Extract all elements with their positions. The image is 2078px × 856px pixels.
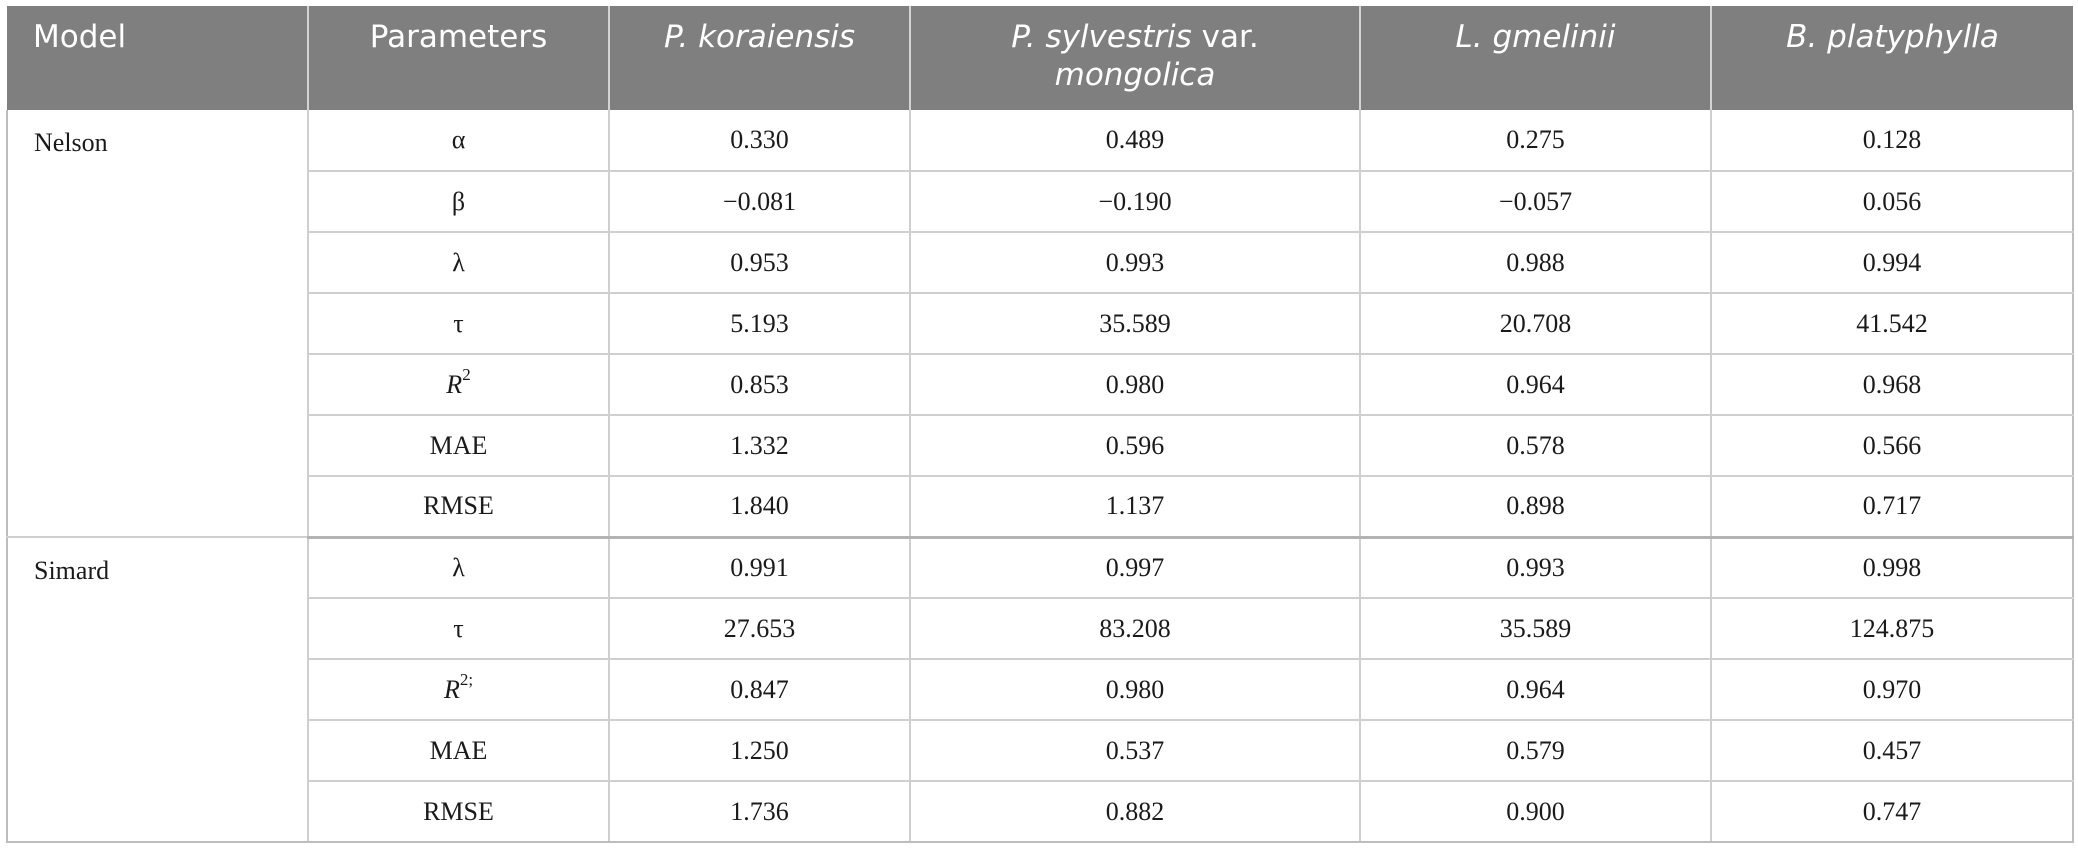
table-row: R2 0.853 0.980 0.964 0.968 — [7, 354, 2074, 416]
value-cell: 1.250 — [608, 720, 910, 782]
value-cell: 0.717 — [1710, 476, 2074, 539]
header-p-koraiensis: P. koraiensis — [608, 6, 910, 110]
param-r-sup: 2 — [462, 364, 471, 384]
table-row: Nelson α 0.330 0.489 0.275 0.128 — [6, 110, 2074, 538]
value-cell: 1.137 — [909, 476, 1360, 539]
header-p-sylvestris: P. sylvestris var. mongolica — [909, 6, 1360, 110]
table-row: MAE 1.332 0.596 0.578 0.566 — [7, 415, 2074, 477]
param-cell: MAE — [307, 415, 609, 477]
value-cell: 27.653 — [608, 598, 910, 660]
value-cell: 0.747 — [1710, 781, 2074, 843]
header-l-gmelinii: L. gmelinii — [1359, 6, 1711, 110]
value-cell: 0.980 — [909, 659, 1360, 721]
param-r-sup: 2; — [459, 669, 474, 689]
value-cell: 0.953 — [608, 232, 910, 294]
param-cell: R2; — [307, 659, 609, 721]
value-cell: 0.578 — [1359, 415, 1711, 477]
param-cell: τ — [307, 598, 609, 660]
value-cell: 0.991 — [608, 537, 910, 599]
value-cell: 0.900 — [1359, 781, 1711, 843]
value-cell: 0.898 — [1359, 476, 1711, 539]
header-sylvestris-mongolica: mongolica — [1054, 57, 1216, 93]
value-cell: 124.875 — [1710, 598, 2074, 660]
value-cell: 41.542 — [1710, 293, 2074, 355]
value-cell: 5.193 — [608, 293, 910, 355]
param-cell: λ — [307, 232, 609, 294]
table-row: RMSE 1.736 0.882 0.900 0.747 — [7, 781, 2074, 843]
value-cell: 0.998 — [1710, 537, 2074, 599]
value-cell: 0.579 — [1359, 720, 1711, 782]
model-simard: Simard — [6, 537, 308, 843]
value-cell: −0.081 — [608, 171, 910, 233]
value-cell: 0.056 — [1710, 171, 2074, 233]
value-cell: 0.980 — [909, 354, 1360, 416]
header-sylvestris-var: var. — [1191, 19, 1259, 55]
value-cell: 0.882 — [909, 781, 1360, 843]
header-parameters: Parameters — [307, 6, 609, 110]
value-cell: 0.968 — [1710, 354, 2074, 416]
table-row: MAE 1.250 0.537 0.579 0.457 — [7, 720, 2074, 782]
value-cell: 0.275 — [1359, 110, 1711, 172]
param-cell: α — [307, 110, 609, 172]
value-cell: 0.566 — [1710, 415, 2074, 477]
value-cell: 0.994 — [1710, 232, 2074, 294]
header-row: Model Parameters P. koraiensis P. sylves… — [7, 6, 2073, 110]
value-cell: 0.997 — [909, 537, 1360, 599]
value-cell: 0.537 — [909, 720, 1360, 782]
value-cell: 20.708 — [1359, 293, 1711, 355]
value-cell: 0.853 — [608, 354, 910, 416]
param-cell: τ — [307, 293, 609, 355]
value-cell: 0.993 — [1359, 537, 1711, 599]
table-row: Simard λ 0.991 0.997 0.993 0.998 — [6, 537, 2074, 843]
table-row: R2; 0.847 0.980 0.964 0.970 — [7, 659, 2074, 721]
value-cell: 0.128 — [1710, 110, 2074, 172]
value-cell: 0.457 — [1710, 720, 2074, 782]
param-cell: MAE — [307, 720, 609, 782]
value-cell: 0.970 — [1710, 659, 2074, 721]
param-r-main: R — [443, 674, 460, 704]
param-r-main: R — [446, 369, 463, 399]
header-model: Model — [7, 6, 308, 110]
model-nelson: Nelson — [6, 110, 308, 538]
table-row: β −0.081 −0.190 −0.057 0.056 — [7, 171, 2074, 233]
value-cell: 0.964 — [1359, 354, 1711, 416]
value-cell: 0.964 — [1359, 659, 1711, 721]
value-cell: 35.589 — [909, 293, 1360, 355]
value-cell: 0.847 — [608, 659, 910, 721]
table-row: RMSE 1.840 1.137 0.898 0.717 — [7, 476, 2074, 539]
value-cell: 1.736 — [608, 781, 910, 843]
table-row: τ 27.653 83.208 35.589 124.875 — [7, 598, 2074, 660]
param-cell: R2 — [307, 354, 609, 416]
value-cell: 0.489 — [909, 110, 1360, 172]
value-cell: 35.589 — [1359, 598, 1711, 660]
value-cell: 83.208 — [909, 598, 1360, 660]
param-cell: β — [307, 171, 609, 233]
value-cell: 1.840 — [608, 476, 910, 539]
value-cell: −0.057 — [1359, 171, 1711, 233]
value-cell: 0.596 — [909, 415, 1360, 477]
model-parameters-table: Model Parameters P. koraiensis P. sylves… — [6, 6, 2074, 843]
value-cell: 0.988 — [1359, 232, 1711, 294]
parameter-table-container: Model Parameters P. koraiensis P. sylves… — [6, 6, 2074, 843]
value-cell: −0.190 — [909, 171, 1360, 233]
table-row: λ 0.953 0.993 0.988 0.994 — [7, 232, 2074, 294]
header-b-platyphylla: B. platyphylla — [1710, 6, 2073, 110]
value-cell: 1.332 — [608, 415, 910, 477]
param-cell: λ — [307, 537, 609, 599]
value-cell: 0.330 — [608, 110, 910, 172]
header-sylvestris-name: P. sylvestris — [1011, 19, 1192, 55]
param-cell: RMSE — [307, 476, 609, 539]
param-cell: RMSE — [307, 781, 609, 843]
value-cell: 0.993 — [909, 232, 1360, 294]
table-row: τ 5.193 35.589 20.708 41.542 — [7, 293, 2074, 355]
